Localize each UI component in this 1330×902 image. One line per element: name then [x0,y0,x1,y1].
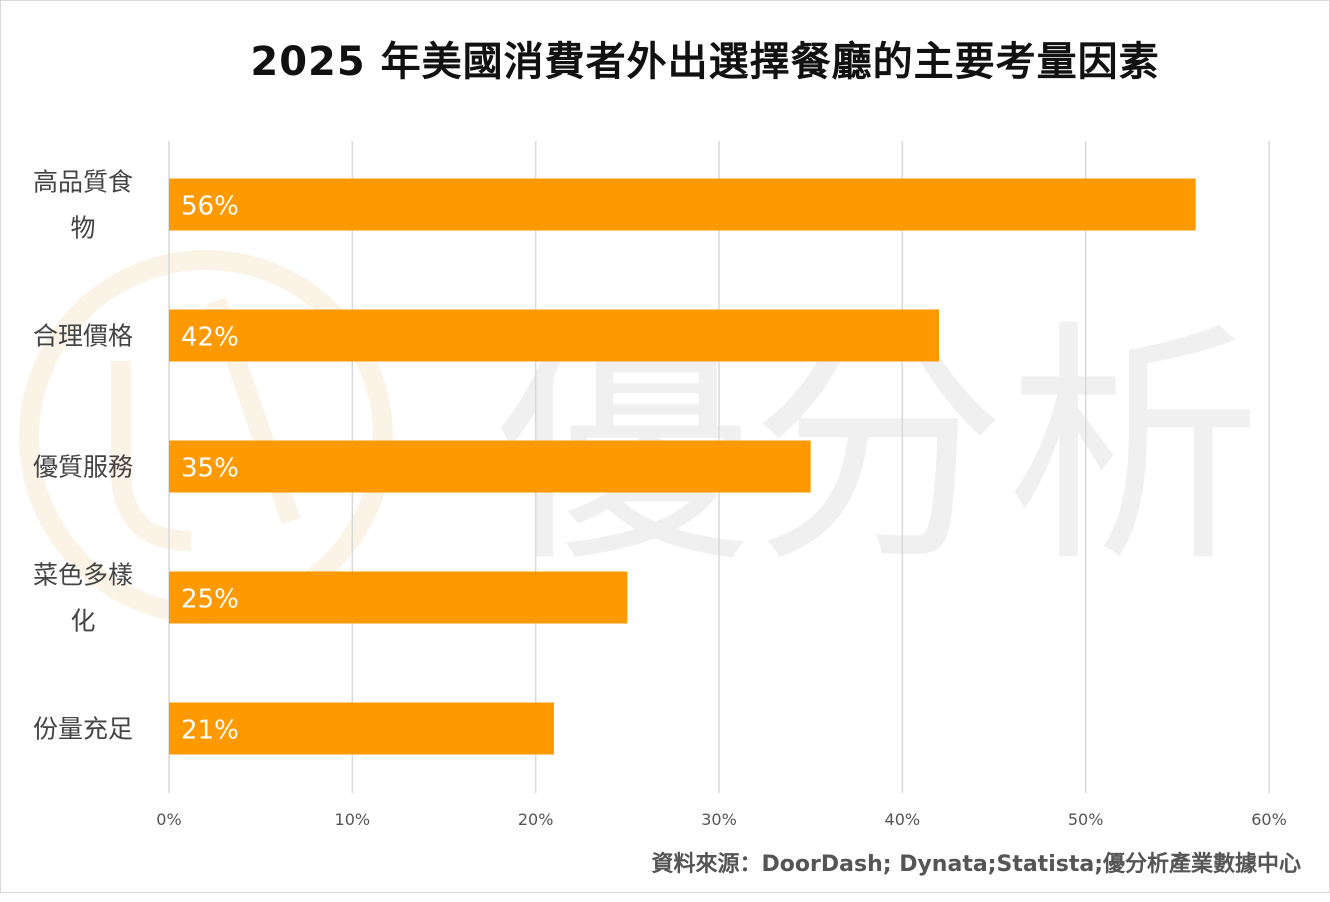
chart-title: 2025 年美國消費者外出選擇餐廳的主要考量因素 [250,39,1160,85]
category-label: 菜色多樣化 [33,561,133,636]
bar [169,440,811,493]
bar-value-labels: 56% 42% 35% 25% 21% [181,192,239,746]
bar-value-label: 35% [181,454,239,484]
bar [169,702,554,755]
category-label: 合理價格 [33,322,133,351]
bar [169,309,939,362]
x-tick-label: 40% [885,810,921,829]
bar-value-label: 56% [181,192,239,222]
x-tick-label: 20% [518,810,554,829]
x-tick-label: 60% [1251,810,1287,829]
bar [169,178,1196,231]
x-tick-label: 10% [335,810,371,829]
x-tick-label: 0% [156,810,181,829]
bar-value-label: 21% [181,716,239,746]
category-label: 份量充足 [33,715,133,744]
x-axis-tick-labels: 0% 10% 20% 30% 40% 50% 60% [156,810,1286,829]
source-note: 資料來源：DoorDash; Dynata;Statista;優分析產業數據中心 [651,852,1301,877]
bar [169,571,628,624]
x-tick-label: 30% [701,810,737,829]
bar-value-label: 42% [181,323,239,353]
bar-value-label: 25% [181,585,239,615]
category-label: 高品質食物 [33,168,133,243]
category-label: 優質服務 [33,453,133,482]
x-tick-label: 50% [1068,810,1104,829]
bars [169,178,1196,755]
